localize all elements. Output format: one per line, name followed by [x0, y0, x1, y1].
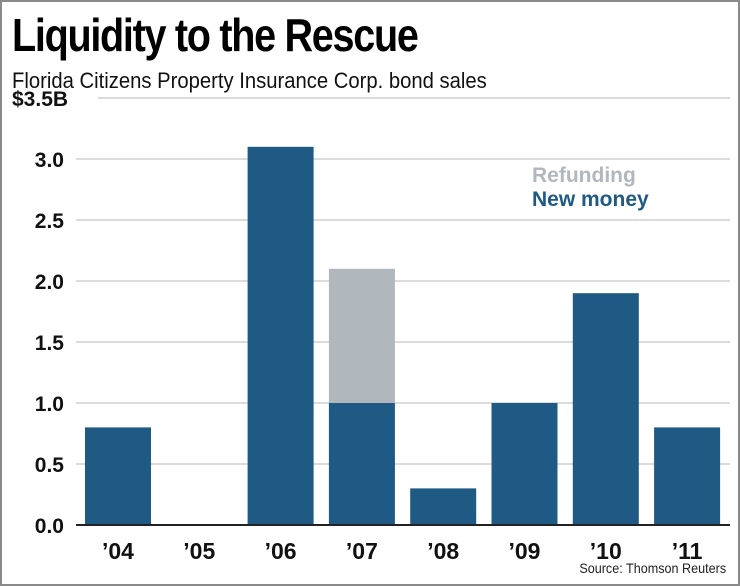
- source-note: Source: Thomson Reuters: [579, 560, 726, 576]
- y-tick-label: 2.0: [35, 271, 64, 294]
- y-tick-label: 2.5: [35, 210, 65, 233]
- bars: [85, 146, 721, 526]
- bar-new-money: [491, 403, 558, 525]
- x-tick-label: ’04: [102, 538, 134, 564]
- y-tick-label: 0.5: [35, 454, 65, 477]
- x-tick-label: ’09: [509, 538, 541, 564]
- bar-new-money: [247, 146, 314, 526]
- y-tick-label: 1.0: [35, 393, 64, 416]
- x-axis-ticks: ’04 ’05 ’06 ’07 ’08 ’09 ’10 ’11: [102, 538, 703, 564]
- y-axis-ticks: 0.0 0.5 1.0 1.5 2.0 2.5 3.0 $3.5B: [12, 88, 68, 538]
- x-tick-label: ’10: [590, 538, 622, 564]
- bar-new-money: [328, 403, 395, 525]
- bar-new-money: [654, 427, 721, 525]
- x-tick-label: ’08: [427, 538, 459, 564]
- x-tick-label: ’07: [346, 538, 378, 564]
- bar-refunding: [328, 268, 395, 403]
- y-tick-label: 1.5: [35, 332, 65, 355]
- x-tick-label: ’11: [672, 538, 703, 564]
- bar-new-money: [85, 427, 151, 525]
- x-tick-label: ’05: [183, 538, 215, 564]
- chart-title: Liquidity to the Rescue: [12, 9, 419, 61]
- legend-entry-new-money: New money: [532, 188, 649, 211]
- x-tick-label: ’06: [265, 538, 297, 564]
- legend-entry-refunding: Refunding: [532, 164, 636, 187]
- y-tick-label: $3.5B: [12, 88, 68, 111]
- y-tick-label: 3.0: [35, 149, 64, 172]
- legend-background: [526, 162, 666, 212]
- y-tick-label: 0.0: [35, 515, 64, 538]
- bar-new-money: [410, 488, 477, 525]
- chart-subtitle: Florida Citizens Property Insurance Corp…: [12, 68, 487, 93]
- bar-new-money: [572, 293, 639, 525]
